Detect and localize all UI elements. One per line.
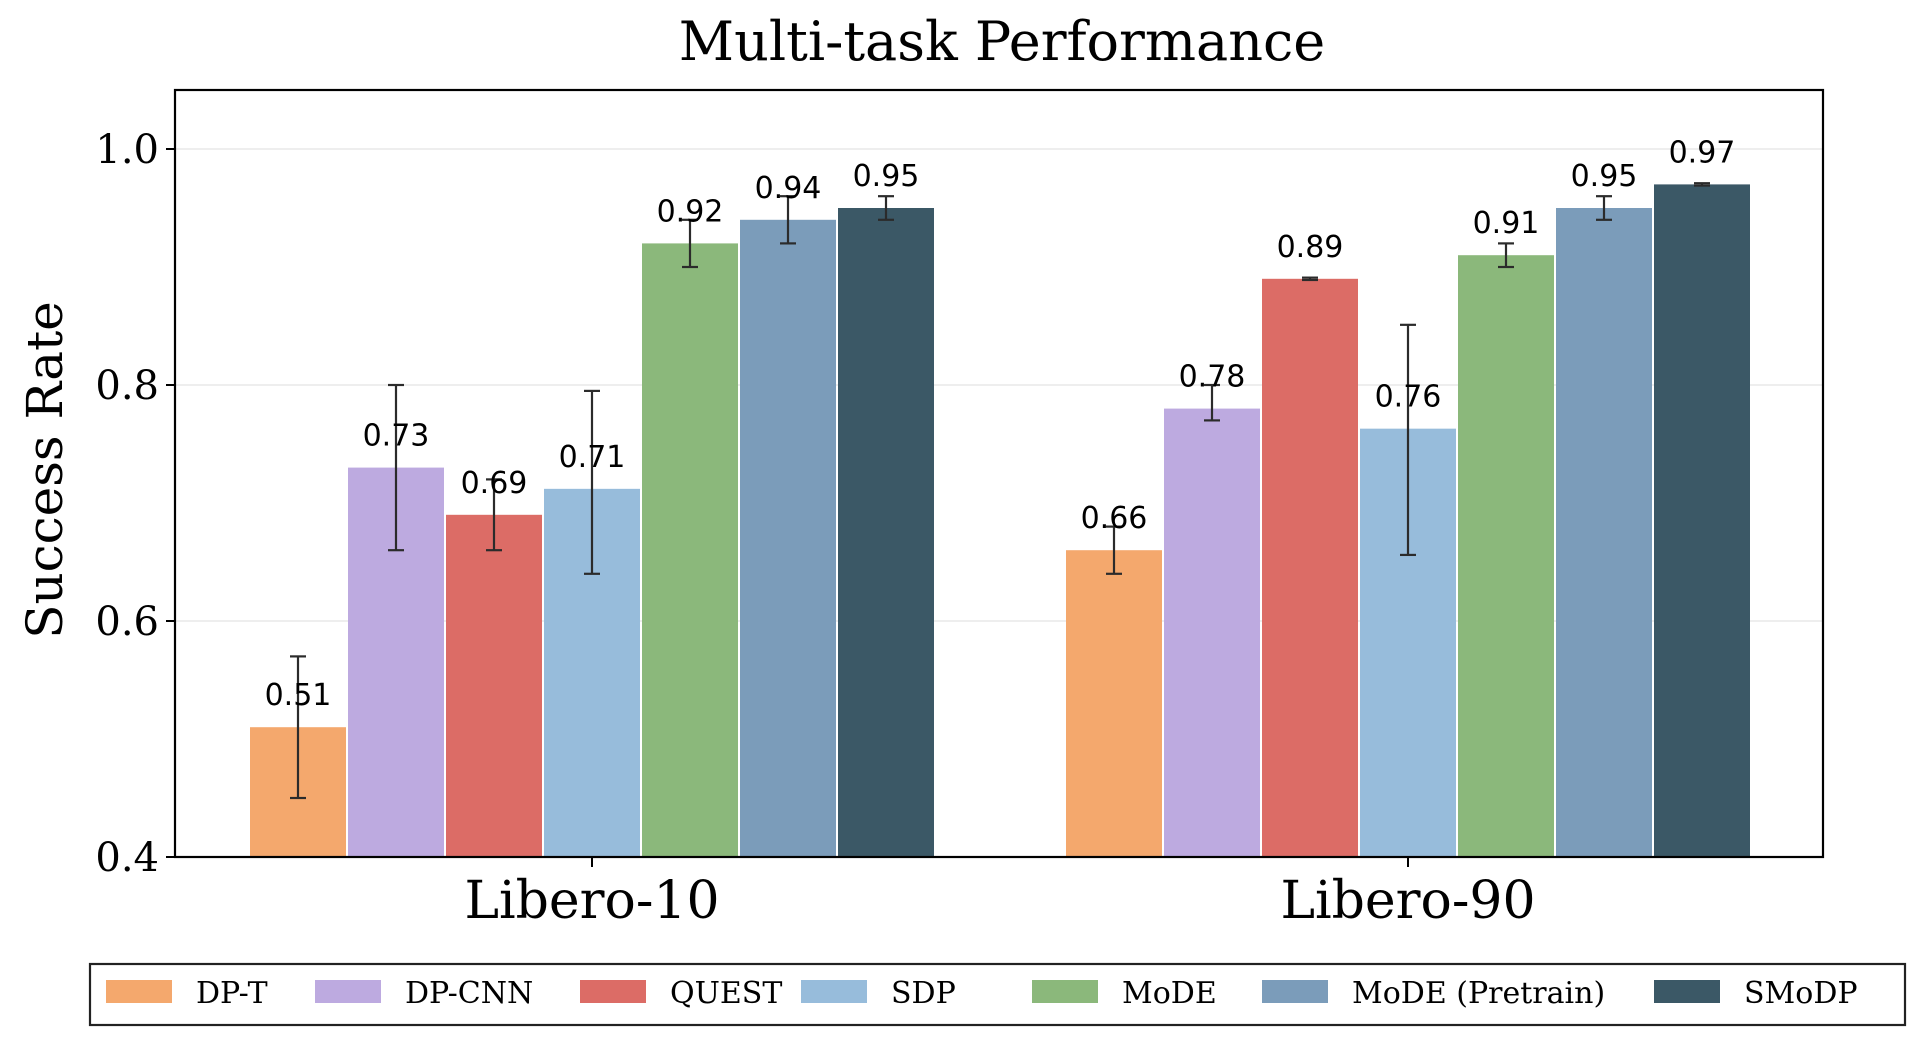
value-label: 0.71 <box>559 440 626 475</box>
bar-smodp-libero-90 <box>1654 184 1750 857</box>
legend-label: QUEST <box>670 976 782 1011</box>
y-tick-label: 1.0 <box>95 127 159 173</box>
bar-mode-libero-90 <box>1458 255 1554 857</box>
legend-swatch <box>315 980 381 1003</box>
legend-swatch <box>1032 980 1098 1003</box>
legend-frame <box>88 962 1907 1027</box>
value-label: 0.69 <box>461 466 528 501</box>
axes: 0.4 0.6 0.8 1.0 Libero-10 Libero-90 <box>95 127 1535 931</box>
bar-mode-libero-10 <box>642 243 738 857</box>
legend-swatch <box>801 980 867 1003</box>
value-labels: 0.51 0.73 0.69 0.71 0.92 0.94 0.95 0.66 0.78 0.89… <box>265 135 1736 800</box>
legend-swatch <box>580 980 646 1003</box>
bars <box>250 184 1750 858</box>
value-label: 0.94 <box>755 171 822 206</box>
value-label: 0.73 <box>363 419 430 454</box>
bar-quest-libero-90 <box>1262 278 1358 857</box>
legend-label: SMoDP <box>1744 976 1858 1011</box>
y-tick-label: 0.8 <box>95 363 159 409</box>
legend-label: SDP <box>891 976 956 1011</box>
x-tick-label: Libero-10 <box>464 871 719 931</box>
value-label: 0.95 <box>1571 159 1638 194</box>
value-label: 0.97 <box>1669 135 1736 170</box>
value-label: 0.66 <box>1081 501 1148 536</box>
legend: DP-T DP-CNN QUEST SDP MoDE MoDE (Pretrain) SMo… <box>88 962 1907 1027</box>
value-label: 0.89 <box>1277 230 1344 265</box>
bar-mode-pretrain-libero-90 <box>1556 208 1652 857</box>
bar-dp-t-libero-90 <box>1066 550 1162 857</box>
bar-mode-pretrain-libero-10 <box>740 219 836 858</box>
legend-label: MoDE (Pretrain) <box>1352 976 1605 1011</box>
value-label: 0.91 <box>1473 206 1540 241</box>
legend-swatch <box>1262 980 1328 1003</box>
value-label: 0.92 <box>657 194 724 229</box>
y-axis-label: Success Rate <box>16 301 74 639</box>
value-label: 0.76 <box>1375 380 1442 415</box>
value-label: 0.51 <box>265 678 332 713</box>
legend-label: DP-CNN <box>405 976 533 1011</box>
bar-smodp-libero-10 <box>838 208 934 857</box>
legend-label: MoDE <box>1122 976 1217 1011</box>
legend-swatch <box>106 980 172 1003</box>
legend-label: DP-T <box>196 976 268 1011</box>
y-tick-label: 0.6 <box>95 599 159 645</box>
chart-title: Multi-task Performance <box>679 10 1325 73</box>
plot-frame <box>173 88 1825 859</box>
bar-quest-libero-10 <box>446 514 542 857</box>
legend-swatch <box>1654 980 1720 1003</box>
value-label: 0.78 <box>1179 360 1246 395</box>
bar-dp-cnn-libero-90 <box>1164 408 1260 857</box>
y-tick-label: 0.4 <box>95 835 159 881</box>
value-label: 0.95 <box>853 159 920 194</box>
x-tick-label: Libero-90 <box>1280 871 1535 931</box>
